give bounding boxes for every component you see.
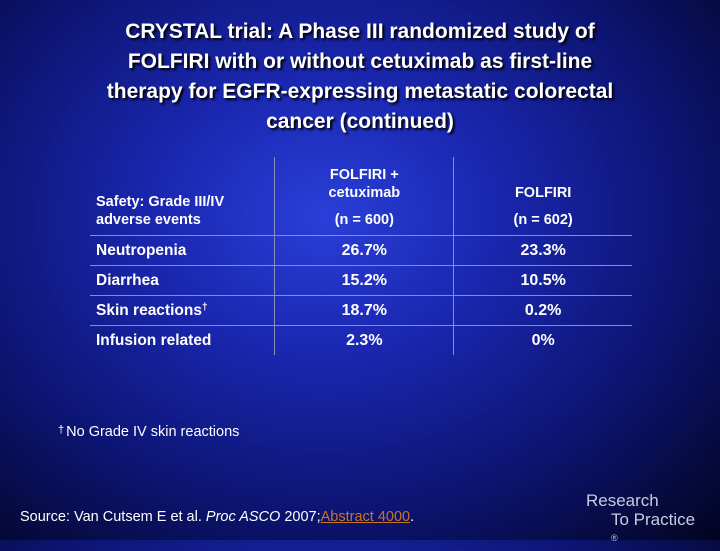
table-row: Skin reactions† 18.7% 0.2% xyxy=(90,295,632,326)
row-value-cetuximab: 26.7% xyxy=(274,235,454,266)
footnote: † No Grade IV skin reactions xyxy=(58,424,239,440)
table-row: Diarrhea 15.2% 10.5% xyxy=(90,265,632,296)
header-folfiri: FOLFIRI (n = 602) xyxy=(453,157,632,236)
footnote-text: No Grade IV skin reactions xyxy=(66,424,240,440)
row-label: Infusion related xyxy=(90,325,275,355)
row-label: Skin reactions† xyxy=(90,295,275,326)
row-value-folfiri: 23.3% xyxy=(453,235,632,266)
research-to-practice-logo: Research To Practice ® xyxy=(586,491,714,551)
dagger-marker: † xyxy=(201,301,208,313)
title-line-1: CRYSTAL trial: A Phase III randomized st… xyxy=(125,20,595,43)
title-line-4: cancer (continued) xyxy=(266,110,454,133)
header-adverse-events: Safety: Grade III/IV adverse events xyxy=(96,194,225,228)
row-value-folfiri: 10.5% xyxy=(453,265,632,296)
title-line-2: FOLFIRI with or without cetuximab as fir… xyxy=(127,50,593,73)
journal-name: Proc ASCO xyxy=(205,509,281,525)
row-value-folfiri: 0.2% xyxy=(453,295,632,326)
row-value-cetuximab: 15.2% xyxy=(274,265,454,296)
title-line-3: therapy for EGFR-expressing metastatic c… xyxy=(106,80,614,103)
adverse-events-table: Safety: Grade III/IV adverse events FOLF… xyxy=(90,157,632,355)
row-label: Neutropenia xyxy=(90,235,275,266)
table-row: Neutropenia 26.7% 23.3% xyxy=(90,235,632,266)
header-folfiri-cetuximab: FOLFIRI + cetuximab (n = 600) xyxy=(274,157,454,236)
abstract-link[interactable]: Abstract 4000 xyxy=(320,509,411,525)
table-row: Infusion related 2.3% 0% xyxy=(90,325,632,355)
table-header-row: Safety: Grade III/IV adverse events FOLF… xyxy=(90,157,632,236)
row-label: Diarrhea xyxy=(90,265,275,296)
logo-line-2: To Practice ® xyxy=(611,510,696,543)
logo-line-1: Research xyxy=(586,491,659,510)
header-n-cetuximab: (n = 600) xyxy=(334,212,394,228)
row-value-folfiri: 0% xyxy=(453,325,632,355)
row-value-cetuximab: 2.3% xyxy=(274,325,454,355)
source-citation: Source: Van Cutsem E et al. Proc ASCO 20… xyxy=(20,509,415,525)
slide-title: CRYSTAL trial: A Phase III randomized st… xyxy=(40,17,680,137)
row-value-cetuximab: 18.7% xyxy=(274,295,454,326)
header-n-folfiri: (n = 602) xyxy=(513,212,573,228)
footnote-marker: † xyxy=(58,424,65,436)
